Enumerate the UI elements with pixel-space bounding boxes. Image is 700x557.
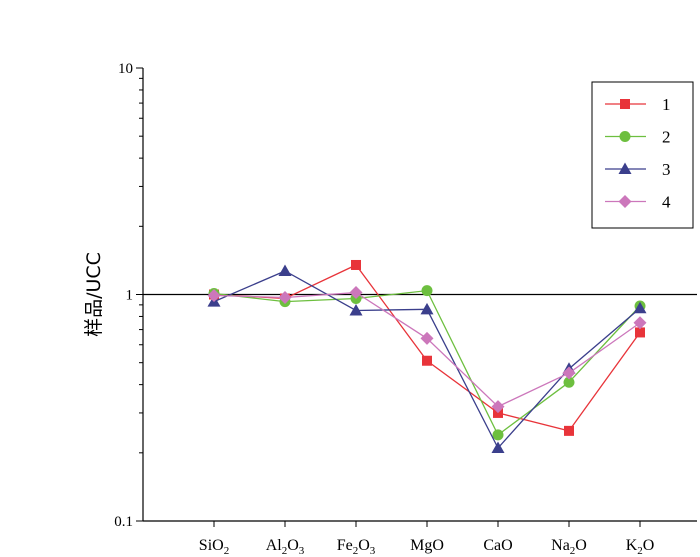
x-tick-label: MgO: [410, 537, 444, 554]
legend: 1 2 3 4: [591, 81, 694, 229]
data-point: [351, 259, 361, 270]
legend-marker: [618, 162, 632, 174]
data-point: [563, 376, 575, 388]
y-tick-label: 1: [126, 288, 134, 304]
x-tick-label: SiO2: [199, 537, 229, 557]
data-point: [491, 441, 505, 454]
legend-item: 1: [605, 95, 671, 114]
legend-label: 2: [662, 128, 671, 147]
data-point: [492, 429, 504, 441]
legend-box: [591, 81, 694, 229]
legend-marker: [618, 195, 632, 208]
y-tick-label: 10: [118, 61, 133, 77]
x-tick-label: Na2O: [551, 537, 587, 557]
y-axis-title: 样品/UCC: [83, 252, 105, 337]
data-point: [278, 264, 292, 276]
legend-item: 3: [605, 160, 671, 179]
data-point: [349, 303, 363, 316]
data-point: [207, 288, 221, 302]
x-tick-label: Fe2O3: [337, 537, 376, 557]
legend-label: 1: [662, 95, 671, 114]
legend-item: 4: [605, 193, 671, 212]
data-point: [491, 400, 505, 414]
data-point: [420, 302, 434, 315]
data-point: [349, 286, 363, 300]
x-tick-label: K2O: [626, 537, 655, 557]
legend-marker: [620, 99, 630, 109]
data-point: [278, 290, 292, 304]
data-point: [633, 316, 647, 330]
axes: 0.1 1 10 SiO2 Al2O3 Fe2O3 MgO CaO Na2O K2O: [114, 61, 697, 557]
data-point: [562, 366, 576, 380]
data-point: [635, 327, 645, 338]
series-4: [207, 286, 647, 414]
data-point: [633, 301, 647, 314]
series-layer: [207, 259, 647, 454]
legend-item: 2: [605, 128, 671, 147]
legend-label: 4: [662, 193, 671, 212]
x-tick-label: Al2O3: [266, 537, 305, 557]
data-point: [564, 425, 574, 436]
legend-marker: [619, 131, 631, 142]
legend-label: 3: [662, 160, 671, 179]
data-point: [421, 285, 433, 297]
y-tick-label: 0.1: [114, 514, 133, 530]
x-tick-label: CaO: [483, 537, 512, 554]
data-point: [420, 331, 434, 345]
data-point: [422, 355, 432, 366]
